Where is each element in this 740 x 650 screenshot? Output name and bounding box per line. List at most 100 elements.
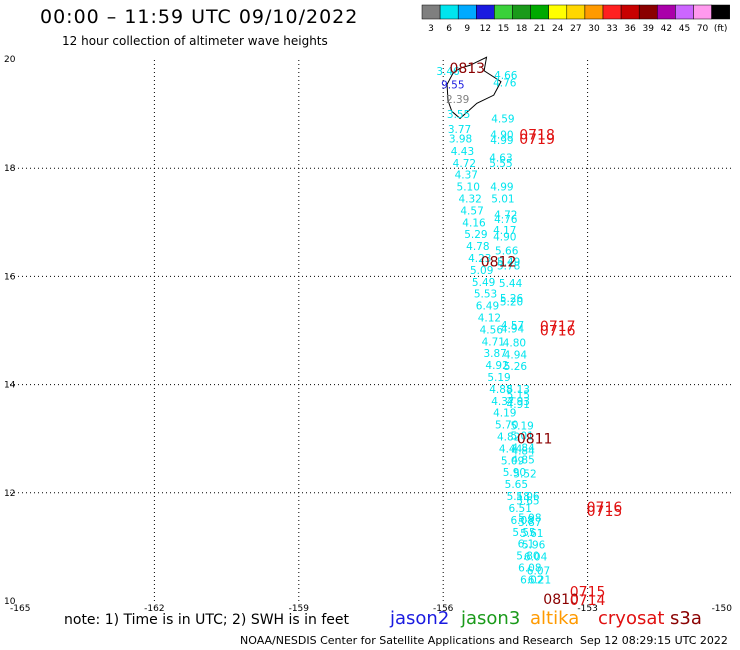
jason3-swh-point: 4.59 (491, 113, 514, 125)
y-tick-label: 10 (4, 597, 16, 607)
y-tick-label: 12 (4, 489, 15, 499)
jason3-swh-point: 5.44 (499, 278, 523, 290)
colorbar-label: 42 (661, 24, 672, 34)
colorbar-label: 33 (606, 24, 617, 34)
altika-swh-point: 5.70 (495, 420, 518, 432)
jason3-swh-point: 5.65 (516, 495, 539, 507)
altika-swh-point: 4.32 (458, 193, 481, 205)
colorbar-label: 39 (643, 24, 655, 34)
colorbar-label: 6 (446, 24, 452, 34)
jason3-swh-point: 5.26 (504, 361, 528, 373)
altika-swh-point: 5.53 (474, 289, 497, 301)
altika-swh-point: 5.55 (512, 527, 535, 539)
jason3-swh-point: 5.49 (497, 256, 520, 268)
altika-swh-point: 4.37 (491, 396, 514, 408)
jason3-swh-point: 5.06 (516, 491, 540, 503)
colorbar-label: 21 (534, 24, 545, 34)
colorbar-swatch (675, 4, 694, 20)
altika-swh-point: 5.10 (457, 182, 480, 194)
colorbar-label: 24 (552, 24, 564, 34)
jason3-swh-point: 5.19 (510, 421, 533, 433)
altika-swh-point: 4.37 (455, 170, 478, 182)
colorbar-label: 27 (570, 24, 581, 34)
axis-ticks: -165 -162 -159 -156 -153 -150 10 12 14 16 18 20 (4, 55, 732, 614)
pass-time-label: 0716 (587, 500, 623, 516)
jason3-swh-point: 4.93 (507, 396, 530, 408)
colorbar-label: 36 (624, 24, 636, 34)
hawaii-coastline (446, 56, 502, 120)
x-tick-label: -165 (10, 604, 30, 614)
pass-time-label: 0812 (481, 254, 517, 270)
x-tick-label: -159 (289, 604, 310, 614)
altika-swh-point: 4.19 (493, 408, 516, 420)
altika-swh-point: 4.72 (453, 158, 476, 170)
altika-swh-point: 3.98 (449, 133, 472, 145)
colorbar-label: 12 (480, 24, 491, 34)
jason3-swh-point: 4.94 (504, 349, 528, 361)
altika-swh-point: 4.88 (489, 384, 512, 396)
jason3-swh-point: 5.13 (507, 384, 530, 396)
satellite-legend-s3a: s3a (670, 608, 702, 629)
y-tick-label: 20 (4, 55, 16, 65)
colorbar-swatch (512, 4, 531, 20)
chart-subtitle: 12 hour collection of altimeter wave hei… (62, 34, 328, 48)
colorbar-swatch (693, 4, 712, 20)
pass-time-label: 0715 (587, 504, 623, 520)
jason3-swh-point: 4.90 (493, 231, 516, 243)
colorbar-swatch (530, 4, 549, 20)
jason3-swh-point: 5.52 (513, 468, 536, 480)
generated-timestamp: Sep 12 08:29:15 UTC 2022 (580, 634, 728, 647)
jason3-swh-point: 5.01 (510, 430, 533, 442)
y-tick-label: 14 (4, 381, 16, 391)
jason3-swh-point: 5.20 (500, 296, 523, 308)
pass-time-label: 0718 (519, 128, 555, 144)
altika-swh-point: 4.71 (482, 336, 505, 348)
pass-time-label: 0811 (517, 432, 553, 448)
jason3-swh-point: 5.66 (495, 245, 519, 257)
satellite-legend-cryosat: cryosat (598, 608, 665, 629)
altika-swh-point: 4.43 (451, 146, 474, 158)
colorbar-label: 45 (679, 24, 690, 34)
jason3-swh-point: 4.84 (511, 446, 535, 458)
grid-lines (10, 60, 732, 601)
altika-swh-point: 5.09 (501, 455, 524, 467)
altika-swh-point: 4.23 (468, 253, 491, 265)
colorbar-label: 15 (498, 24, 509, 34)
altika-swh-point: 2.39 (446, 94, 469, 106)
jason3-swh-point: 4.57 (501, 320, 524, 332)
colorbar-swatch (494, 4, 513, 20)
colorbar-legend: 3 6 9 12 15 18 21 24 27 30 33 36 39 42 45 70 (ft) (421, 4, 730, 34)
pass-time-labels: 0813071807190812071707160811071607150715… (449, 61, 622, 609)
jason3-swh-point: 5.55 (489, 158, 512, 170)
jason3-swh-point: 4.76 (494, 214, 518, 226)
jason3-swh-point: 4.85 (511, 454, 534, 466)
altika-swh-point: 4.82 (497, 432, 520, 444)
altika-swh-point: 9.55 (441, 79, 464, 91)
jason3-swh-point: 5.96 (522, 540, 546, 552)
altika-swh-point: 5.65 (505, 479, 528, 491)
jason3-swh-point: 6.07 (527, 566, 550, 578)
altika-swh-point: 6.02 (520, 574, 543, 586)
altika-swh-point: 4.92 (485, 360, 508, 372)
altika-swh-point: 4.44 (499, 443, 523, 455)
jason3-swh-point: 4.90 (490, 130, 513, 142)
colorbar-swatch (476, 4, 495, 20)
altika-swh-point: 4.16 (462, 217, 486, 229)
satellite-legend-altika: altika (530, 608, 580, 629)
y-tick-label: 16 (4, 272, 16, 282)
jason3-swh-point: 4.80 (503, 337, 526, 349)
colorbar-swatch (584, 4, 604, 20)
jason3-swh-point: 4.84 (511, 442, 535, 454)
altika-swh-point: 5.29 (464, 229, 487, 241)
altika-swh-point: 6.08 (510, 515, 533, 527)
pass-time-label: 0719 (519, 132, 555, 148)
jason3-swh-point: 5.61 (520, 528, 543, 540)
jason3-swh-point: 5.26 (500, 293, 524, 305)
colorbar-swatch (439, 4, 459, 20)
jason3-swh-point: 6.04 (524, 552, 548, 564)
colorbar-label: 3 (428, 24, 434, 34)
jason3-swh-point: 5.78 (497, 261, 520, 273)
jason3-swh-point: 4.99 (490, 182, 513, 194)
colorbar-swatch (566, 4, 586, 20)
altika-swh-point: 4.78 (466, 241, 489, 253)
